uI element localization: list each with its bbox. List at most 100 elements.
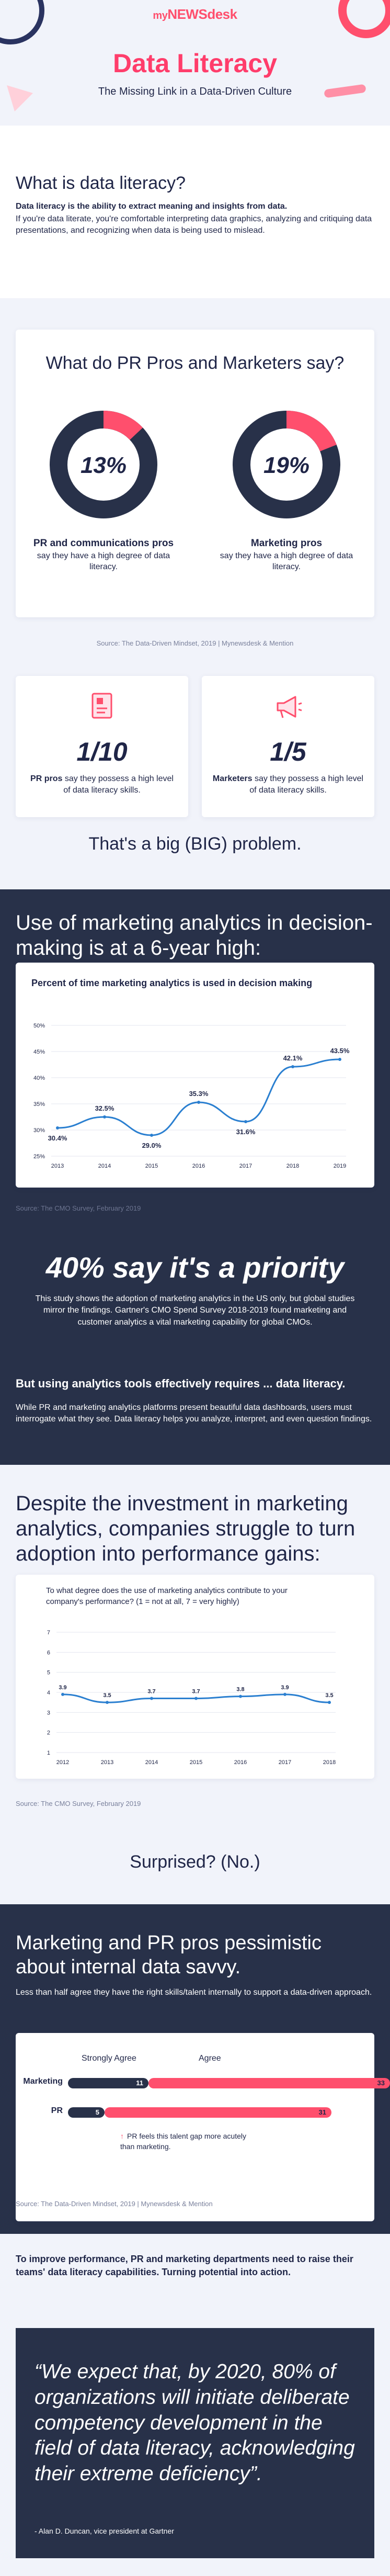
- data-point: [150, 1134, 153, 1137]
- data-point: [103, 1115, 106, 1118]
- pr-stat-bold: PR pros: [30, 774, 63, 783]
- bar-agree: 31: [105, 2107, 331, 2118]
- x-tick-label: 2014: [98, 1163, 111, 1169]
- data-point: [194, 1697, 198, 1700]
- marketing-stat-rest: say they possess a high level of data li…: [249, 774, 364, 795]
- brand-logo[interactable]: myNEWSdesk: [0, 6, 390, 22]
- data-label: 43.5%: [330, 1047, 350, 1055]
- x-tick-label: 2016: [192, 1163, 205, 1169]
- data-label: 30.4%: [48, 1134, 67, 1142]
- x-tick-label: 2017: [239, 1163, 252, 1169]
- analytics-heading: Use of marketing analytics in decision-m…: [16, 911, 373, 959]
- surprised-statement: Surprised? (No.): [130, 1852, 260, 1872]
- legend-agree: Agree: [199, 2054, 221, 2063]
- legend-strongly-agree: Strongly Agree: [82, 2054, 136, 2063]
- y-tick-label: 1: [47, 1750, 50, 1756]
- talent-note-text: PR feels this talent gap more acutely th…: [120, 2132, 247, 2151]
- survey-section: What do PR Pros and Marketers say? 13% P…: [0, 298, 390, 889]
- analytics-line-chart: 25% 30% 35% 40% 45% 50% 2013 2014 2015 2016 2017 20…: [33, 1023, 350, 1169]
- x-tick-label: 2015: [190, 1759, 202, 1766]
- what-is-body: If you're data literate, you're comforta…: [16, 214, 372, 235]
- conclusion-lead: To improve performance, PR and marketing…: [16, 2254, 353, 2278]
- talent-note: ↑ PR feels this talent gap more acutely t…: [120, 2131, 256, 2152]
- y-tick-label: 50%: [33, 1023, 45, 1029]
- pr-donut-desc: say they have a high degree of data lite…: [37, 551, 170, 572]
- pr-stat-value: 1/10: [76, 737, 128, 766]
- data-label: 42.1%: [283, 1054, 303, 1062]
- data-point: [338, 1058, 341, 1061]
- problem-statement: That's a big (BIG) problem.: [88, 834, 302, 854]
- x-tick-label: 2012: [56, 1759, 69, 1766]
- performance-source: Source: The CMO Survey, February 2019: [16, 1800, 141, 1807]
- page-title: Data Literacy: [112, 49, 278, 78]
- y-tick-label: 3: [47, 1710, 50, 1716]
- performance-section: Despite the investment in marketing anal…: [0, 1465, 390, 1904]
- marketing-stat-bold: Marketers: [212, 774, 253, 783]
- pr-stat-text: PR pros say they possess a high level of…: [26, 773, 178, 796]
- data-label: 31.6%: [236, 1128, 256, 1136]
- x-tick-label: 2013: [51, 1163, 64, 1169]
- page-subtitle: The Missing Link in a Data-Driven Cultur…: [98, 86, 292, 97]
- performance-heading: Despite the investment in marketing anal…: [16, 1492, 355, 1565]
- x-tick-label: 2016: [234, 1759, 247, 1766]
- pr-stat-rest: say they possess a high level of data li…: [62, 774, 174, 795]
- marketing-donut-label: Marketing pros say they have a high degr…: [208, 537, 365, 573]
- performance-line-chart: 1 2 3 4 5 6 7 2012 2013 2014 2015 2016 2017 2018 3.9 3.…: [47, 1630, 336, 1766]
- data-point: [244, 1120, 247, 1123]
- data-point: [61, 1692, 64, 1696]
- analytics-tools-heading: But using analytics tools effectively re…: [16, 1377, 346, 1390]
- donut-card: What do PR Pros and Marketers say? 13% P…: [16, 330, 374, 617]
- data-point: [328, 1701, 331, 1704]
- data-label: 35.3%: [189, 1090, 209, 1098]
- data-label: 3.7: [147, 1689, 155, 1695]
- y-tick-label: 4: [47, 1690, 50, 1696]
- marketing-stat-card: 1/5 Marketers say they possess a high le…: [202, 676, 374, 817]
- pr-donut-title: PR and communications pros: [33, 538, 174, 549]
- data-point: [283, 1692, 286, 1696]
- decorative-ring-icon: [338, 0, 390, 38]
- what-is-heading: What is data literacy?: [16, 173, 186, 193]
- marketing-donut-slice: [286, 411, 337, 452]
- talent-section: Marketing and PR pros pessimistic about …: [0, 1904, 390, 2234]
- data-point: [106, 1701, 109, 1704]
- performance-chart-title: To what degree does the use of marketing…: [46, 1586, 288, 1606]
- arrow-up-icon: ↑: [120, 2132, 124, 2140]
- talent-heading: Marketing and PR pros pessimistic about …: [16, 1932, 322, 1978]
- data-label: 3.8: [236, 1687, 244, 1693]
- data-label: 3.5: [103, 1692, 111, 1699]
- priority-heading: 40% say it's a priority: [45, 1251, 345, 1284]
- data-point: [56, 1126, 59, 1129]
- analytics-source: Source: The CMO Survey, February 2019: [16, 1204, 141, 1212]
- y-tick-label: 45%: [33, 1049, 45, 1055]
- analytics-chart-card: Percent of time marketing analytics is u…: [16, 963, 374, 1188]
- y-tick-label: 35%: [33, 1101, 45, 1108]
- talent-chart-card: Strongly Agree Agree Marketing PR 11 33 5 3…: [16, 2033, 390, 2221]
- y-tick-label: 30%: [33, 1127, 45, 1134]
- data-label: 3.7: [192, 1689, 200, 1695]
- marketing-stat-value: 1/5: [270, 737, 306, 766]
- analytics-section: Use of marketing analytics in decision-m…: [0, 889, 390, 1465]
- what-is-lead: Data literacy is the ability to extract …: [16, 202, 288, 211]
- row-label-pr: PR: [51, 2106, 63, 2115]
- talent-intro: Less than half agree they have the right…: [16, 1988, 372, 1997]
- bar-strongly-agree: 11: [68, 2078, 148, 2088]
- gartner-quote: “We expect that, by 2020, 80% of organiz…: [35, 2360, 355, 2485]
- data-point: [239, 1694, 242, 1698]
- survey-source: Source: The Data-Driven Mindset, 2019 | …: [96, 639, 294, 647]
- marketing-donut-chart: 19%: [233, 411, 340, 518]
- document-icon: [91, 693, 112, 719]
- x-tick-label: 2018: [286, 1163, 299, 1169]
- data-point: [150, 1697, 153, 1700]
- stacked-bar-area: 11 33 5 31: [16, 2033, 390, 2138]
- quote-attribution: - Alan D. Duncan, vice president at Gart…: [35, 2527, 174, 2535]
- data-label: 3.5: [325, 1692, 333, 1699]
- logo-name: NEWSdesk: [167, 6, 237, 22]
- decorative-triangle-icon: [7, 85, 33, 111]
- marketing-donut-desc: say they have a high degree of data lite…: [220, 551, 353, 572]
- priority-text: This study shows the adoption of marketi…: [35, 1294, 355, 1327]
- y-tick-label: 6: [47, 1649, 50, 1656]
- marketing-donut-title: Marketing pros: [250, 538, 323, 549]
- data-point: [197, 1101, 200, 1104]
- x-tick-label: 2019: [334, 1163, 346, 1169]
- logo-prefix: my: [153, 10, 168, 21]
